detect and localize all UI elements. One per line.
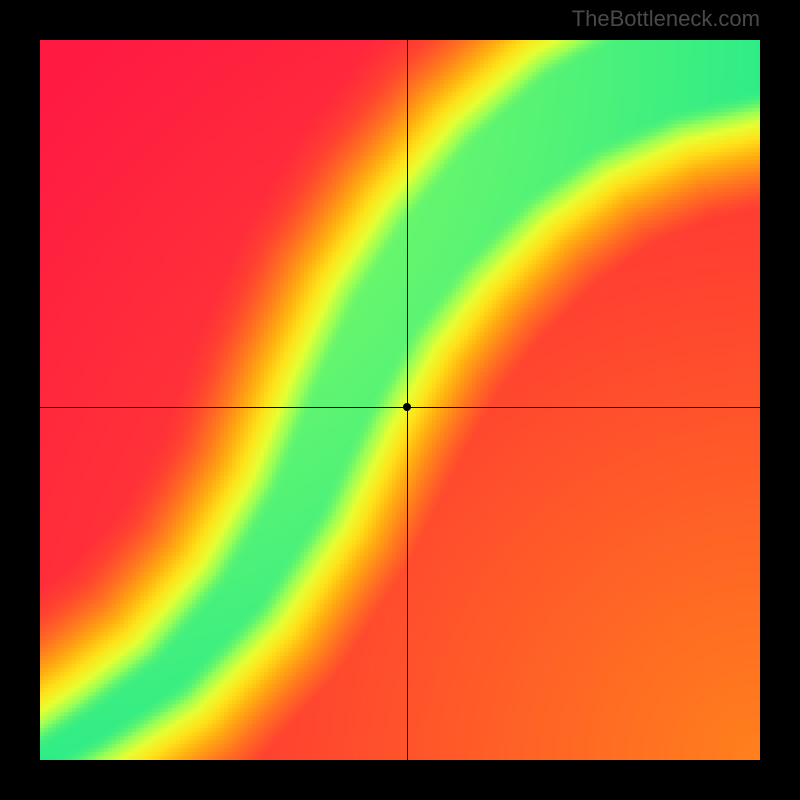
heatmap-canvas bbox=[40, 40, 760, 760]
marker-dot bbox=[403, 403, 411, 411]
watermark-text: TheBottleneck.com bbox=[572, 6, 760, 32]
crosshair-horizontal bbox=[40, 407, 760, 408]
plot-area bbox=[40, 40, 760, 760]
crosshair-vertical bbox=[407, 40, 408, 760]
